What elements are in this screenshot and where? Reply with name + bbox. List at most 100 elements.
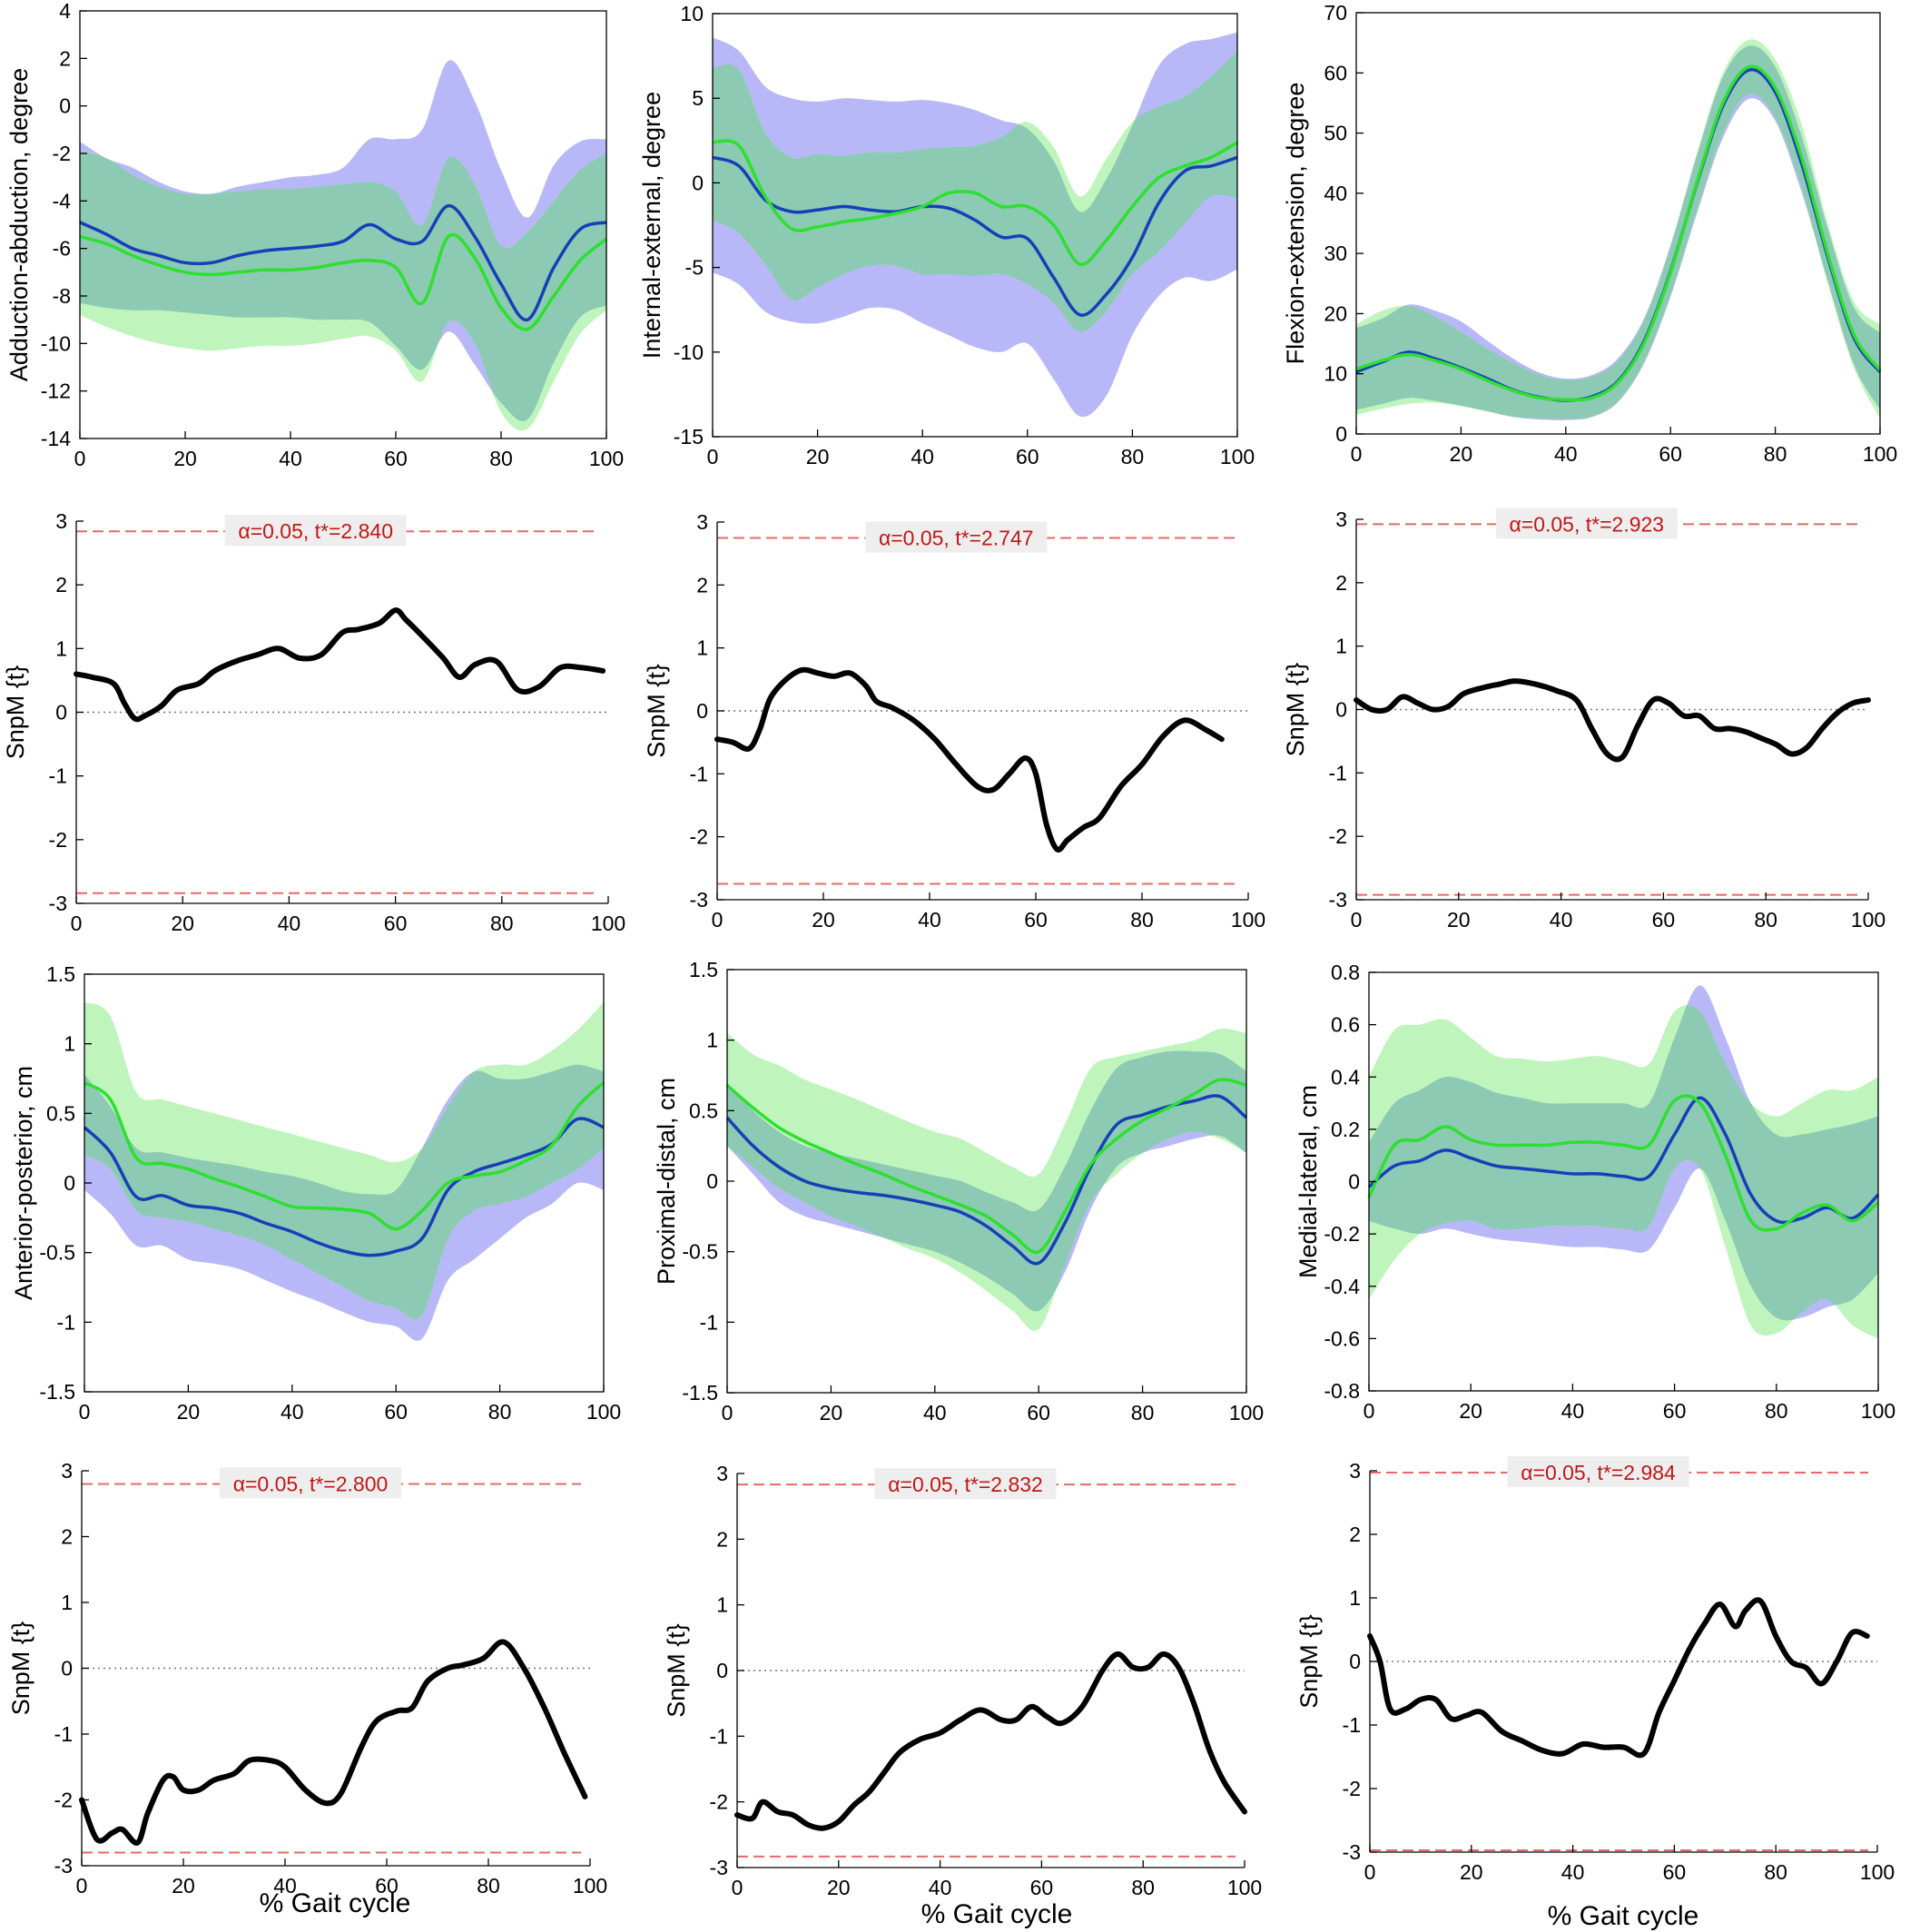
- x-tick-label: 20: [1450, 442, 1473, 466]
- y-tick-label: -2: [1343, 1777, 1361, 1800]
- y-tick-label: 0: [716, 1659, 728, 1682]
- x-tick-label: 40: [1554, 442, 1578, 466]
- spm-t-curve: [1354, 678, 1871, 763]
- y-tick-label: -1: [700, 1310, 718, 1334]
- x-tick-label: 80: [1764, 442, 1787, 466]
- y-tick-label: -8: [53, 284, 71, 308]
- y-tick-label: 0: [1335, 698, 1347, 722]
- y-tick-label: 0: [692, 171, 704, 194]
- y-tick-label: 3: [55, 509, 67, 533]
- blue-mean-line: [83, 1117, 605, 1257]
- y-tick-label: 3: [61, 1459, 73, 1483]
- x-tick-label: 80: [1130, 908, 1154, 932]
- y-tick-label: -10: [674, 340, 704, 364]
- y-tick-label: -0.2: [1324, 1222, 1360, 1246]
- y-tick-label: 3: [716, 1462, 728, 1485]
- threshold-label: α=0.05, t*=2.923: [1509, 512, 1664, 536]
- x-tick-label: 0: [76, 1874, 88, 1898]
- blue-mean-line: [79, 203, 607, 321]
- x-tick-label: 100: [573, 1874, 607, 1898]
- y-tick-label: -2: [53, 142, 71, 165]
- y-tick-label: -3: [49, 892, 67, 915]
- x-tick-label: 100: [1227, 1876, 1262, 1899]
- y-tick-label: 40: [1324, 182, 1347, 205]
- x-tick-label: 40: [1561, 1860, 1585, 1884]
- y-tick-label: 50: [1324, 122, 1347, 145]
- y-axis-label: SnpM {t}: [643, 664, 670, 758]
- threshold-label-box: [224, 515, 407, 547]
- y-axis-label: SnpM {t}: [1282, 663, 1309, 757]
- blue-mean-line: [1367, 1096, 1880, 1225]
- y-axis-label: Anterior-posterior, cm: [10, 1066, 37, 1300]
- panel-9: -0.8 -0.6 -0.4 -0.2 0 0.2 0.4 0.6 0.8 0 20 40 60 80 10…: [1295, 961, 1895, 1423]
- x-tick-label: 60: [1024, 908, 1048, 932]
- panel-3: 0 10 20 30 40 50 60 70 0 20 40 60 80 100 Flexion-exten…: [1282, 1, 1897, 466]
- panel-6: α=0.05, t*=2.923 -3 -2 -1 0 1 2 3 0 20 40 60 80 100 Sn…: [1282, 508, 1885, 932]
- y-axis-label: SnpM {t}: [663, 1623, 690, 1718]
- y-tick-label: -2: [1329, 824, 1347, 848]
- y-tick-label: -3: [54, 1854, 73, 1878]
- x-tick-label: 100: [591, 912, 625, 935]
- x-tick-label: 20: [1447, 908, 1471, 932]
- x-tick-label: 40: [918, 908, 941, 932]
- x-tick-label: 20: [827, 1876, 851, 1899]
- x-axis-label-col3: % Gait cycle: [1548, 1901, 1699, 1931]
- x-tick-label: 40: [1561, 1399, 1585, 1423]
- x-tick-label: 0: [732, 1876, 743, 1899]
- x-tick-label: 80: [1131, 1401, 1155, 1424]
- x-tick-label: 100: [1231, 908, 1265, 932]
- y-tick-label: 5: [692, 86, 704, 110]
- y-tick-label: 0: [59, 94, 71, 118]
- panel-8: -1.5 -1 -0.5 0 0.5 1 1.5 0 20 40 60 80 100 Proximal-d…: [653, 958, 1264, 1424]
- y-axis-label: SnpM {t}: [7, 1622, 34, 1716]
- y-tick-label: 0.5: [46, 1101, 75, 1125]
- y-tick-label: -10: [41, 331, 71, 355]
- x-tick-label: 40: [281, 1400, 304, 1424]
- y-tick-label: 0: [1348, 1170, 1360, 1194]
- x-tick-label: 0: [1364, 1399, 1375, 1423]
- x-tick-label: 60: [1652, 908, 1676, 932]
- y-tick-label: -2: [49, 828, 67, 852]
- x-tick-label: 20: [177, 1400, 201, 1424]
- y-axis-label: Medial-lateral, cm: [1295, 1085, 1322, 1278]
- x-tick-label: 100: [1861, 1399, 1895, 1423]
- green-mean-line: [725, 1078, 1247, 1255]
- spm-t-curve: [79, 1639, 588, 1846]
- panel-4: α=0.05, t*=2.840 -3 -2 -1 0 1 2 3 0 20 40 60 80 100 Sn…: [2, 509, 625, 935]
- panel-12: α=0.05, t*=2.984 -3 -2 -1 0 1 2 3 0 20 40 60 80 100 Sn…: [1295, 1456, 1895, 1884]
- x-tick-label: 20: [1459, 1399, 1482, 1423]
- y-tick-label: -1: [49, 764, 67, 788]
- y-tick-label: -3: [690, 888, 708, 912]
- x-tick-label: 0: [1351, 908, 1363, 932]
- y-tick-label: -6: [53, 237, 71, 261]
- threshold-label-box: [1495, 508, 1678, 539]
- y-tick-label: 3: [1349, 1459, 1361, 1483]
- panel-7: -1.5 -1 -0.5 0 0.5 1 1.5 0 20 40 60 80 100 Anterior-p…: [10, 962, 621, 1424]
- threshold-label: α=0.05, t*=2.840: [238, 519, 393, 543]
- y-tick-label: 1: [716, 1593, 728, 1617]
- x-tick-label: 0: [707, 445, 719, 468]
- y-tick-label: 3: [1335, 508, 1347, 531]
- y-tick-label: -5: [685, 256, 704, 280]
- x-tick-label: 80: [489, 447, 513, 470]
- x-tick-label: 100: [586, 1400, 621, 1424]
- y-tick-label: -2: [54, 1789, 73, 1812]
- x-tick-label: 20: [1460, 1860, 1483, 1884]
- x-tick-label: 80: [477, 1874, 500, 1898]
- y-tick-label: 0: [55, 701, 67, 724]
- x-tick-label: 60: [384, 1400, 408, 1424]
- y-axis-label: SnpM {t}: [1295, 1614, 1323, 1709]
- threshold-label-box: [865, 521, 1048, 553]
- x-tick-label: 20: [806, 445, 830, 468]
- overlap-band: [713, 51, 1237, 332]
- y-tick-label: -3: [1329, 888, 1347, 912]
- x-tick-label: 20: [820, 1401, 843, 1424]
- y-tick-label: 0: [1335, 422, 1347, 446]
- green-mean-line: [84, 1081, 605, 1231]
- y-tick-label: -1.5: [682, 1381, 718, 1405]
- y-tick-label: 0.8: [1331, 961, 1360, 984]
- y-tick-label: 1: [1349, 1586, 1361, 1610]
- y-tick-label: 30: [1324, 242, 1347, 265]
